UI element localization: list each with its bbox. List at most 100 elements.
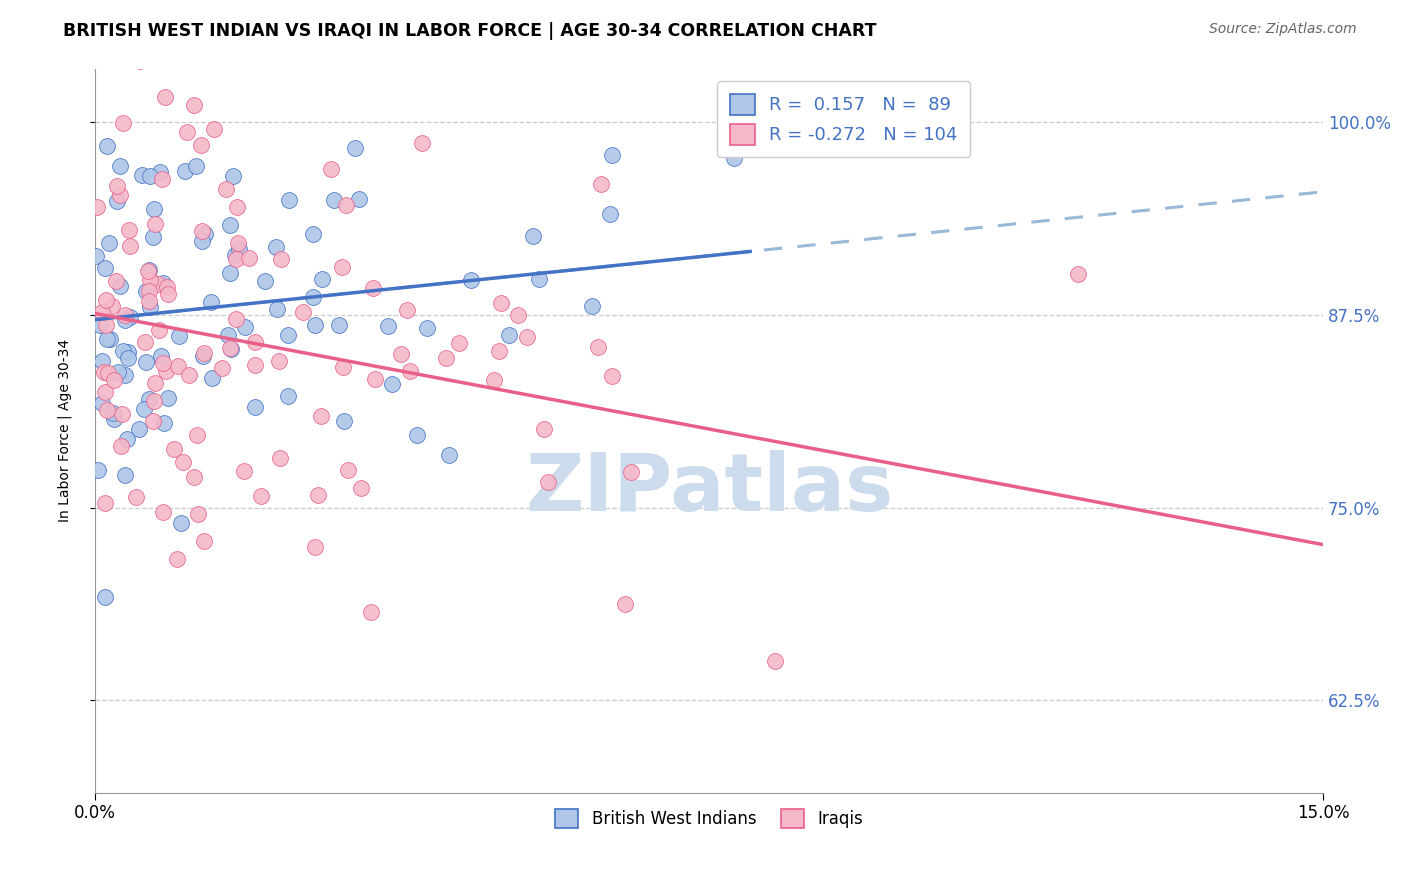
Point	[97, 366, 120, 380]
Point	[183, 1, 205, 15]
Point	[139, 300, 162, 314]
Point	[381, 377, 404, 392]
Point	[114, 467, 136, 482]
Point	[103, 406, 125, 420]
Point	[254, 274, 277, 288]
Point	[389, 347, 412, 361]
Point	[103, 373, 125, 387]
Point	[581, 299, 603, 313]
Point	[763, 654, 786, 668]
Point	[344, 141, 367, 155]
Point	[269, 450, 291, 465]
Point	[226, 200, 249, 214]
Point	[614, 597, 637, 611]
Point	[139, 273, 162, 287]
Point	[225, 252, 247, 267]
Point	[135, 355, 157, 369]
Point	[100, 299, 122, 313]
Point	[363, 372, 385, 386]
Point	[264, 240, 287, 254]
Point	[218, 219, 240, 233]
Point	[148, 323, 170, 337]
Point	[488, 344, 510, 359]
Point	[129, 54, 152, 68]
Point	[187, 507, 209, 521]
Point	[142, 394, 165, 409]
Point	[190, 224, 212, 238]
Point	[311, 409, 333, 423]
Point	[114, 312, 136, 326]
Point	[224, 248, 246, 262]
Point	[245, 401, 267, 415]
Point	[591, 177, 613, 191]
Point	[117, 351, 139, 365]
Point	[304, 318, 326, 332]
Point	[110, 188, 132, 202]
Point	[143, 376, 166, 390]
Point	[146, 277, 169, 292]
Point	[110, 159, 132, 173]
Point	[302, 290, 325, 304]
Point	[232, 464, 254, 478]
Point	[723, 151, 745, 165]
Point	[93, 365, 115, 379]
Point	[516, 330, 538, 344]
Point	[104, 274, 127, 288]
Point	[460, 273, 482, 287]
Point	[93, 384, 115, 399]
Point	[186, 427, 208, 442]
Point	[347, 192, 370, 206]
Point	[117, 432, 139, 446]
Point	[267, 353, 290, 368]
Point	[228, 242, 250, 256]
Point	[586, 340, 609, 354]
Point	[84, 249, 107, 263]
Point	[155, 364, 177, 378]
Point	[132, 402, 155, 417]
Point	[600, 369, 623, 384]
Point	[131, 168, 153, 182]
Point	[174, 164, 197, 178]
Point	[142, 414, 165, 428]
Point	[155, 280, 177, 294]
Y-axis label: In Labor Force | Age 30-34: In Labor Force | Age 30-34	[58, 339, 72, 522]
Point	[527, 272, 550, 286]
Point	[87, 463, 110, 477]
Point	[214, 182, 236, 196]
Point	[219, 342, 242, 356]
Point	[363, 281, 385, 295]
Text: Source: ZipAtlas.com: Source: ZipAtlas.com	[1209, 22, 1357, 37]
Point	[506, 308, 529, 322]
Point	[143, 202, 166, 216]
Point	[278, 193, 301, 207]
Point	[150, 172, 173, 186]
Point	[153, 90, 176, 104]
Legend: British West Indians, Iraqis: British West Indians, Iraqis	[548, 803, 870, 835]
Point	[238, 251, 260, 265]
Point	[183, 470, 205, 484]
Point	[522, 229, 544, 244]
Point	[91, 353, 114, 368]
Point	[112, 116, 135, 130]
Point	[332, 359, 354, 374]
Point	[100, 332, 122, 346]
Point	[350, 481, 373, 495]
Point	[226, 235, 249, 250]
Point	[138, 263, 160, 277]
Point	[90, 304, 112, 318]
Point	[277, 389, 299, 403]
Point	[110, 439, 132, 453]
Point	[114, 308, 136, 322]
Point	[323, 193, 346, 207]
Point	[152, 505, 174, 519]
Point	[277, 327, 299, 342]
Point	[128, 422, 150, 436]
Point	[533, 422, 555, 436]
Point	[600, 148, 623, 162]
Point	[177, 368, 200, 382]
Point	[194, 227, 217, 241]
Point	[167, 328, 190, 343]
Point	[200, 295, 222, 310]
Point	[96, 332, 118, 346]
Point	[91, 396, 114, 410]
